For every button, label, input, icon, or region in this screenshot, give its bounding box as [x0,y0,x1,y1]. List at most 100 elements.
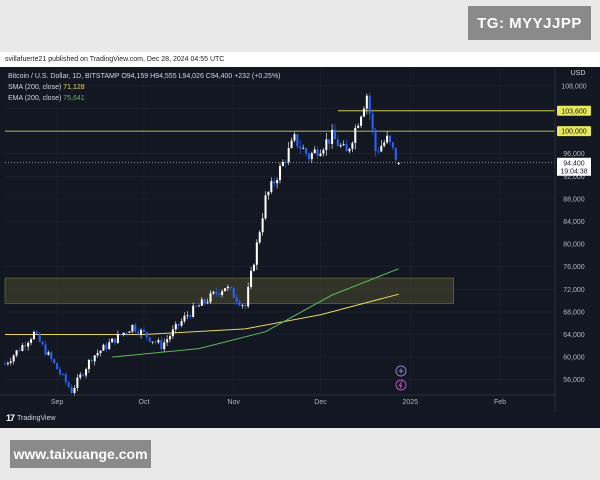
sma-value: 71,128 [63,84,85,91]
candle-body [351,142,354,149]
candle-body [157,340,160,343]
candle-body [102,344,105,351]
last-price-label: 94,400 [563,160,585,167]
last-price-tag [557,157,591,176]
candle-body [85,369,88,376]
candlestick-series [3,92,400,397]
candle-body [70,386,73,394]
candle-body [342,144,345,146]
candle-body [131,324,134,332]
candle-body [377,151,380,153]
candle-body [270,181,273,192]
price-tick-label: 92,000 [563,174,585,181]
candle-body [177,324,180,326]
candle-body [250,270,253,288]
candle-body [287,148,290,163]
candle-body [357,125,360,128]
candle-body [168,336,172,340]
sma-label: SMA (200, close) [8,84,62,91]
candle-body [212,291,215,294]
candle-body [386,135,389,143]
candle-body [313,149,316,154]
candle-body [333,129,337,140]
level-tag [557,126,591,137]
candle-body [273,181,276,184]
candle-body [93,355,96,362]
price-tick-label: 56,000 [563,377,585,384]
candle-body [87,359,90,370]
candle-body [331,129,334,144]
candle-body [305,148,308,154]
chart-background [0,67,600,412]
candle-body [32,331,35,340]
price-tick-label: 80,000 [563,242,585,249]
horizontal-levels [5,110,555,164]
candle-body [163,342,166,350]
candle-body [76,377,79,388]
candle-body [255,242,258,265]
candle-body [302,148,305,150]
time-tick-label: Nov [227,399,240,406]
candle-body [174,324,177,330]
price-tick-label: 108,000 [561,83,586,90]
candle-body [354,127,357,143]
currency-label[interactable]: USD [570,70,586,77]
candle-body [99,350,102,354]
candle-body [58,369,62,374]
candle-body [108,342,111,350]
candle-body [339,145,342,147]
candle-body [310,153,313,160]
candle-body [374,129,377,152]
candle-body [151,341,154,343]
time-tick-label: Feb [494,399,506,406]
tradingview-logo-icon: 17 [6,413,15,423]
candle-body [145,331,148,338]
candle-body [119,334,122,335]
candle-body [21,345,24,351]
bar-countdown: 19:04:38 [560,168,587,175]
candle-body [6,362,9,364]
price-tick-label: 84,000 [563,219,585,226]
price-tick-label: 88,000 [563,196,585,203]
publish-info: svillafuerte21 published on TradingView.… [0,52,600,67]
candle-body [284,161,287,163]
candle-body [82,374,85,376]
candle-body [371,113,374,130]
candle-body [299,146,302,149]
candle-body [197,305,200,307]
candle-body [148,337,151,342]
candle-body [316,149,319,156]
candle-body [397,162,400,165]
level-tag [557,105,591,116]
candle-body [189,315,192,317]
candle-body [137,331,140,335]
candle-body [180,321,183,326]
candle-body [319,153,322,156]
candle-body [3,363,7,365]
time-tick-label: Oct [139,399,150,406]
candle-body [186,315,189,317]
candle-body [134,324,137,332]
candle-body [195,305,198,307]
candle-body [229,286,232,289]
support-zone [4,277,454,304]
candle-body [41,341,44,345]
price-chart[interactable]: 108,000104,000100,00096,00092,00088,0008… [0,67,600,412]
candle-body [307,153,310,160]
candle-body [73,387,76,394]
brand-text: TradingView [17,414,56,422]
candle-body [128,331,131,333]
plus-icon[interactable] [395,365,407,377]
candle-body [125,332,128,334]
lightning-icon[interactable] [395,379,407,391]
tradingview-screen: svillafuerte21 published on TradingView.… [0,52,600,428]
candle-body [166,339,169,343]
candle-body [215,291,218,294]
candle-body [264,195,267,219]
sma-200-line [5,293,399,335]
candle-body [235,297,238,302]
candle-body [206,302,209,303]
tradingview-brand[interactable]: 17 TradingView [6,413,56,423]
candle-body [365,95,368,109]
candle-body [64,374,67,383]
